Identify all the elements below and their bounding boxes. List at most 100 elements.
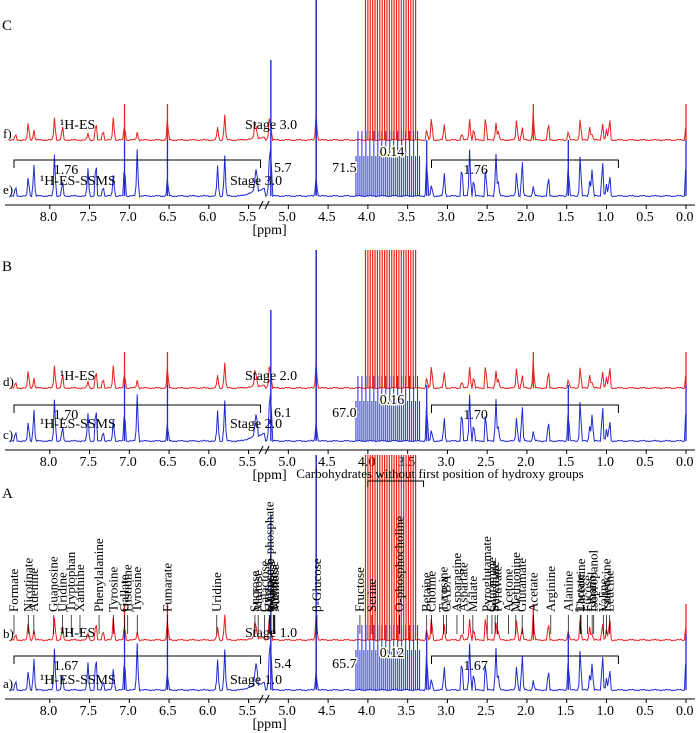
peak-annotation-label: Succinate [487,561,502,612]
region-4-scale-factor: 65.7 [332,657,357,672]
ssms-series-label: ¹H-ES-SSMS [40,174,116,189]
x-tick-label: 2.5 [477,210,495,225]
peak-annotation-label: Xylose [265,575,280,612]
x-tick-label: 4.5 [318,704,336,719]
x-tick-label: 8.0 [40,704,58,719]
x-tick-label: 1.5 [557,210,575,225]
peak-annotation-label: Mannose [267,564,282,612]
x-axis-label: [ppm] [252,223,286,238]
stage-label: Stage 3.0 [230,174,282,189]
peak-annotation-label: Tyrosine [435,566,450,612]
trace-id-label: d) [3,374,14,389]
es-series-label: ¹H-ES [60,626,95,641]
peak-annotation-label: Formate [6,568,21,612]
peak-annotation-label: Isoleucine [599,558,614,612]
axis-break-mark [264,445,270,455]
aliphatic-scale-bracket [431,159,619,168]
x-tick-label: 8.0 [40,210,58,225]
ssms-spectrum-trace [9,394,687,443]
peak-annotation-label: Phenylalanine [91,538,106,612]
peak-annotation-label: Xanthine [72,564,87,612]
panel-B: B8.07.57.06.56.05.55.04.54.03.53.02.52.0… [2,250,695,483]
stage-label: Stage 1.0 [230,673,282,688]
x-tick-label: 3.5 [398,704,416,719]
axis-break-mark [258,200,264,210]
ssms-series-label: ¹H-ES-SSMS [40,673,116,688]
peak-annotation-label: Serine [364,579,379,612]
x-tick-label: 4.5 [318,210,336,225]
x-tick-label: 7.0 [119,455,137,470]
trace-id-label: b) [3,626,14,641]
peak-annotation-label: Glucose-6-phosphate [261,501,276,612]
x-tick-label: 5.0 [278,455,296,470]
stage-label: Stage 2.0 [230,417,282,432]
peak-annotation-label: Acetate [525,572,540,612]
aliphatic-scale-bracket [431,655,619,664]
peak-annotation-label: O-phosphocholine [392,516,407,612]
x-tick-label: 1.5 [557,455,575,470]
peak-annotation-label: Gallate [117,574,132,612]
aromatic-scale-factor: 1.76 [54,163,79,178]
x-tick-label: 1.0 [596,210,614,225]
x-tick-label: 2.5 [477,704,495,719]
panel-letter: B [2,259,12,275]
peak-annotation-label: Glutamine [484,557,499,612]
x-tick-label: 2.5 [477,455,495,470]
x-tick-label: 2.0 [517,704,535,719]
x-tick-label: 3.0 [437,455,455,470]
x-tick-label: 6.0 [199,210,217,225]
x-tick-label: 5.0 [278,210,296,225]
x-tick-label: 0.0 [676,455,694,470]
peak-annotation-label: Adenine [26,568,41,612]
region-4-scale-factor: 67.0 [332,406,357,421]
region-4-scale-factor: 71.5 [332,161,357,176]
es-spectrum-trace [9,613,687,642]
es-spectrum-trace [9,361,687,390]
x-tick-label: 5.5 [239,210,257,225]
ssms-spectrum-trace [9,149,687,198]
x-axis-label: [ppm] [252,468,286,483]
anomeric-scale-factor: 5.7 [274,161,292,176]
peak-annotation-label: Threonine [573,558,588,612]
peak-annotation-label: Tryptophan [63,551,78,612]
peak-annotation-label: Tyrosine [129,566,144,612]
trace-id-label: c) [3,427,13,442]
x-tick-label: 6.5 [159,455,177,470]
x-tick-label: 3.5 [398,210,416,225]
x-tick-label: 6.5 [159,704,177,719]
x-tick-label: 5.5 [239,455,257,470]
x-tick-label: 2.0 [517,210,535,225]
axis-break-mark [258,445,264,455]
peak-annotation-label: Glutamate [514,558,529,612]
peak-annotation-label: Uridine [209,572,224,612]
peak-annotation-label: Lactate [572,574,587,612]
peak-annotation-label: Acetone [501,568,516,612]
panel-letter: C [2,18,12,34]
aliphatic-scale-factor: 1.76 [463,163,488,178]
stage-label: Stage 2.0 [245,369,297,384]
x-tick-label: 0.5 [636,704,654,719]
peak-annotation-label: Nicotinate [20,558,35,612]
x-tick-label: 5.5 [239,704,257,719]
peak-annotation-label: Uridine [55,572,70,612]
es-spectrum-trace [9,113,687,142]
peak-annotation-label: Malate [465,576,480,612]
stage-label: Stage 3.0 [245,118,297,133]
anomeric-scale-factor: 5.4 [274,657,292,672]
axis-break-mark [264,694,270,704]
peak-annotation-label: GABA [439,575,454,612]
panel-C: C 8.0 7.5 7.0 6.5 6.0 5.5 5.0 4.5 4.0 3.5 3.0 2.5 2.0… [2,0,695,238]
aromatic-scale-bracket [13,404,262,413]
peak-annotation-label: Maltose [250,570,265,612]
peak-annotation-label: Pyroglutamate [479,536,494,612]
aromatic-scale-bracket [13,655,262,664]
x-tick-label: 5.0 [278,704,296,719]
peak-annotation-label: β-Glucose [309,558,324,612]
trace-id-label: f) [3,126,12,141]
peak-annotation-label: Leucine [602,570,617,612]
peak-annotation-label: Alanine [560,571,575,612]
aromatic-scale-bracket [13,159,262,168]
peak-annotation-label: α-Glucose [262,558,277,612]
x-tick-label: 7.5 [80,455,98,470]
